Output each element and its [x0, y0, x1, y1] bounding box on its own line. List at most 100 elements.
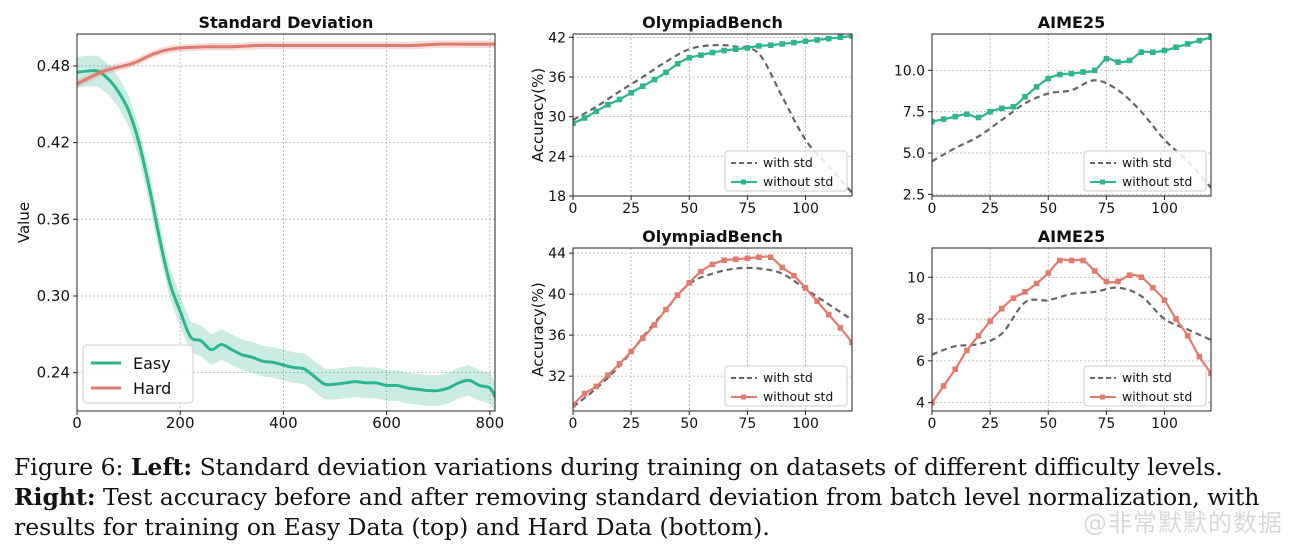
chart-title: Standard Deviation [199, 13, 374, 32]
x-tick-label: 400 [269, 414, 298, 432]
data-point [814, 298, 820, 305]
x-tick-label: 0 [72, 414, 82, 432]
x-tick-label: 75 [1097, 416, 1115, 432]
band-easy [77, 55, 495, 411]
x-tick-label: 50 [680, 416, 698, 432]
x-tick-label: 200 [166, 414, 195, 432]
data-point [964, 111, 970, 117]
data-point [1045, 75, 1052, 82]
plot-area [573, 34, 852, 194]
legend-marker [1100, 394, 1105, 400]
data-point [732, 256, 739, 263]
chart-title: AIME25 [1038, 227, 1105, 246]
chart-title: OlympiadBench [642, 13, 783, 32]
data-point [1091, 67, 1098, 74]
data-point [767, 42, 774, 49]
y-tick-label: 4 [916, 396, 925, 412]
data-point [998, 105, 1005, 112]
data-point [1022, 289, 1028, 295]
data-point [1010, 103, 1017, 110]
legend-marker [1100, 179, 1105, 185]
data-point [940, 383, 947, 389]
y-tick-label: 30 [548, 110, 566, 126]
data-point [698, 52, 704, 58]
x-tick-label: 100 [1151, 416, 1178, 432]
data-point [998, 305, 1005, 312]
chart-aime_easy: 0 25 50 75 100 2.5 5.0 7.5 10.0 AIME25 with std wit… [894, 13, 1212, 217]
data-point [1068, 257, 1075, 264]
data-point [1150, 284, 1156, 291]
chart-title: AIME25 [1038, 13, 1105, 32]
data-point [952, 113, 959, 120]
data-point [581, 390, 588, 397]
x-tick-label: 0 [569, 201, 578, 217]
y-tick-label: 7.5 [903, 105, 925, 121]
legend-label: without std [763, 174, 833, 189]
data-point [1033, 84, 1040, 90]
data-point [1150, 49, 1156, 55]
x-tick-label: 800 [476, 414, 505, 432]
series-line-without-std [573, 34, 852, 125]
x-tick-label: 75 [1097, 201, 1115, 217]
data-point [791, 39, 797, 46]
data-point [1057, 257, 1063, 264]
legend-label: with std [1122, 155, 1172, 170]
chart-oly_easy: 0 25 50 75 100 18 24 30 36 42 OlympiadBench Accurac… [529, 13, 853, 217]
data-point [674, 60, 681, 67]
data-point [756, 254, 762, 261]
y-tick-label: 24 [548, 149, 566, 165]
data-point [1091, 268, 1098, 274]
data-point [651, 76, 658, 83]
axes-frame [76, 33, 496, 412]
data-point [802, 285, 809, 291]
data-point [573, 120, 576, 127]
y-tick-label: 2.5 [903, 187, 925, 203]
data-point [1184, 332, 1191, 339]
data-point [593, 383, 600, 390]
x-tick-label: 50 [1039, 201, 1057, 217]
data-point [837, 325, 844, 331]
data-point [1057, 71, 1063, 78]
series-line-with-std [932, 286, 1211, 356]
data-point [779, 264, 786, 271]
data-point [1045, 270, 1052, 276]
caption-right-bold: Right: [14, 483, 96, 511]
plot-area [932, 34, 1211, 189]
data-point [1196, 37, 1203, 44]
data-point [628, 90, 634, 96]
data-point [1033, 280, 1040, 287]
legend-label: with std [763, 155, 813, 170]
y-tick-label: 40 [548, 287, 566, 303]
axes-frame [931, 247, 1212, 412]
data-point [663, 69, 669, 76]
data-point [628, 348, 634, 355]
data-point [593, 108, 600, 115]
legend-label: without std [1122, 389, 1192, 404]
y-tick-label: 6 [916, 354, 925, 370]
legend-label: with std [763, 370, 813, 385]
x-tick-label: 100 [792, 201, 819, 217]
y-tick-label: 42 [548, 30, 566, 46]
x-tick-label: 75 [738, 201, 756, 217]
x-tick-label: 25 [981, 201, 999, 217]
data-point [744, 45, 751, 51]
x-tick-label: 100 [792, 416, 819, 432]
y-tick-label: 0.42 [37, 134, 70, 152]
data-point [1115, 278, 1121, 285]
data-point [686, 280, 693, 286]
x-tick-label: 50 [1039, 416, 1057, 432]
figure-caption: Figure 6: Left: Standard deviation varia… [14, 452, 1284, 542]
data-point [616, 361, 623, 367]
y-tick-label: 36 [548, 328, 566, 344]
chart-aime_hard: 0 25 50 75 100 4 6 8 10 AIME25 with std without std [907, 227, 1212, 432]
data-point [975, 114, 982, 121]
data-point [674, 292, 681, 298]
data-point [1080, 69, 1086, 75]
caption-left-bold: Left: [130, 453, 193, 481]
y-tick-label: 0.24 [37, 364, 70, 382]
legend-label: with std [1122, 370, 1172, 385]
x-tick-label: 100 [1151, 201, 1178, 217]
data-point [1161, 297, 1168, 304]
data-point [1126, 272, 1133, 278]
data-point [1010, 295, 1017, 301]
